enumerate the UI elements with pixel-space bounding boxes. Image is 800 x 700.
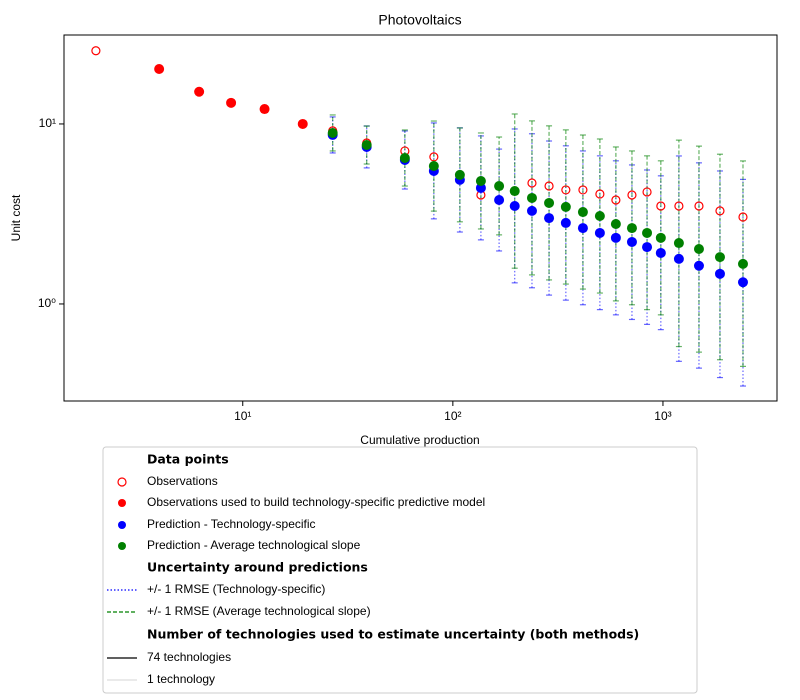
point bbox=[494, 195, 505, 206]
point bbox=[429, 152, 439, 162]
point bbox=[544, 181, 554, 191]
point bbox=[673, 253, 684, 264]
legend-label: Prediction - Technology-specific bbox=[147, 517, 316, 531]
point bbox=[642, 227, 653, 238]
y-tick-label: 10¹ bbox=[39, 116, 56, 130]
point bbox=[91, 46, 101, 56]
point bbox=[544, 213, 555, 224]
legend-label: Prediction - Average technological slope bbox=[147, 538, 361, 552]
error-bar bbox=[511, 113, 518, 269]
point bbox=[560, 217, 571, 228]
point bbox=[674, 201, 684, 211]
legend-label: Observations used to build technology-sp… bbox=[147, 495, 485, 509]
legend-label: 74 technologies bbox=[147, 650, 231, 664]
point bbox=[610, 232, 621, 243]
legend-box bbox=[102, 446, 698, 694]
legend-header: Data points bbox=[147, 452, 229, 467]
point bbox=[673, 238, 684, 249]
point bbox=[226, 97, 237, 108]
point bbox=[610, 219, 621, 230]
point bbox=[642, 242, 653, 253]
y-axis-label: Unit cost bbox=[9, 194, 23, 241]
chart-title: Photovoltaics bbox=[378, 12, 461, 28]
point bbox=[594, 211, 605, 222]
point bbox=[526, 205, 537, 216]
point bbox=[154, 63, 165, 74]
point bbox=[627, 190, 637, 200]
point bbox=[526, 192, 537, 203]
x-tick-label: 10³ bbox=[654, 409, 671, 423]
point bbox=[560, 201, 571, 212]
legend-header: Uncertainty around predictions bbox=[147, 560, 368, 575]
error-bar bbox=[562, 129, 569, 285]
error-bar bbox=[546, 125, 553, 281]
point bbox=[738, 212, 748, 222]
error-bar bbox=[430, 122, 437, 220]
point bbox=[475, 182, 486, 193]
point bbox=[655, 247, 666, 258]
point bbox=[561, 185, 571, 195]
error-bar bbox=[612, 146, 619, 302]
point bbox=[509, 201, 520, 212]
point bbox=[611, 195, 621, 205]
error-bar bbox=[477, 132, 484, 230]
point bbox=[693, 260, 704, 271]
point bbox=[297, 118, 308, 129]
point bbox=[194, 86, 205, 97]
point bbox=[595, 189, 605, 199]
point bbox=[714, 268, 725, 279]
point bbox=[577, 207, 588, 218]
point bbox=[714, 252, 725, 263]
point bbox=[626, 223, 637, 234]
error-bar bbox=[401, 129, 408, 187]
legend-label: +/- 1 RMSE (Average technological slope) bbox=[147, 604, 371, 618]
point bbox=[494, 181, 505, 192]
point bbox=[642, 187, 652, 197]
error-bar bbox=[628, 150, 635, 306]
error-bar bbox=[456, 127, 463, 223]
legend-label: 1 technology bbox=[147, 672, 215, 686]
legend-label: Observations bbox=[147, 474, 218, 488]
point bbox=[428, 160, 439, 171]
point bbox=[594, 227, 605, 238]
point bbox=[656, 201, 666, 211]
x-axis-label: Cumulative production bbox=[360, 433, 479, 447]
error-bar bbox=[329, 114, 336, 152]
point bbox=[577, 223, 588, 234]
plot-frame bbox=[63, 34, 778, 402]
legend-header: Number of technologies used to estimate … bbox=[147, 627, 639, 642]
point bbox=[399, 152, 410, 163]
point bbox=[715, 206, 725, 216]
point bbox=[578, 185, 588, 195]
x-tick-label: 10¹ bbox=[234, 409, 251, 423]
point bbox=[544, 197, 555, 208]
legend-marker bbox=[118, 521, 126, 529]
error-bar bbox=[644, 155, 651, 311]
point bbox=[361, 139, 372, 150]
point bbox=[693, 243, 704, 254]
point bbox=[327, 127, 338, 138]
point bbox=[626, 236, 637, 247]
point bbox=[737, 258, 748, 269]
legend-label: +/- 1 RMSE (Technology-specific) bbox=[147, 582, 325, 596]
point bbox=[655, 232, 666, 243]
point bbox=[259, 104, 270, 115]
error-bar bbox=[579, 134, 586, 290]
error-bar bbox=[596, 138, 603, 294]
point bbox=[454, 169, 465, 180]
error-bar bbox=[528, 120, 535, 276]
y-tick-label: 10⁰ bbox=[38, 296, 56, 310]
point bbox=[694, 201, 704, 211]
point bbox=[527, 178, 537, 188]
point bbox=[737, 277, 748, 288]
error-bar bbox=[657, 160, 664, 316]
point bbox=[509, 186, 520, 197]
legend-marker bbox=[118, 542, 126, 550]
legend-marker bbox=[117, 477, 127, 487]
legend-marker bbox=[118, 499, 126, 507]
point bbox=[475, 176, 486, 187]
x-tick-label: 10² bbox=[444, 409, 461, 423]
